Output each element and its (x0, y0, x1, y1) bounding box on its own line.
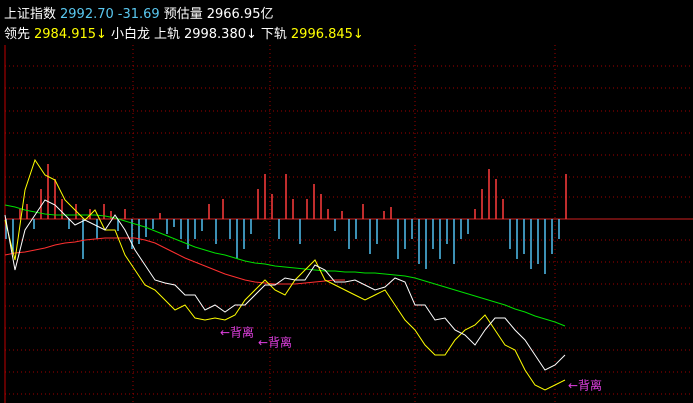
annotation: ←背离 (258, 335, 292, 350)
line-series (4, 158, 566, 391)
header-text: 2984.915↓ (34, 27, 107, 42)
header-text: 上证指数 (4, 7, 57, 22)
header-text: 2966.95亿 (206, 7, 274, 22)
header-text: 上轨 (153, 27, 180, 42)
header-text: 2992.70 (60, 7, 114, 22)
header-text: 2998.380↓ (183, 27, 257, 42)
header-text: -31.69 (117, 7, 160, 22)
line-series (4, 237, 345, 285)
header-line: 领先 2984.915↓ 小白龙 上轨 2998.380↓ 下轨 2996.845↓ (4, 23, 368, 42)
annotation: ←背离 (568, 378, 602, 393)
line-series (4, 204, 566, 327)
line-series (4, 199, 566, 371)
header-text: 领先 (4, 27, 31, 42)
header-line: 上证指数 2992.70 -31.69 预估量 2966.95亿 (4, 3, 277, 22)
header-text: 小白龙 (110, 27, 150, 42)
header-text: 2996.845↓ (290, 27, 364, 42)
annotation: ←背离 (220, 325, 254, 340)
header-text: 下轨 (260, 27, 287, 42)
header-text: 预估量 (163, 7, 203, 22)
